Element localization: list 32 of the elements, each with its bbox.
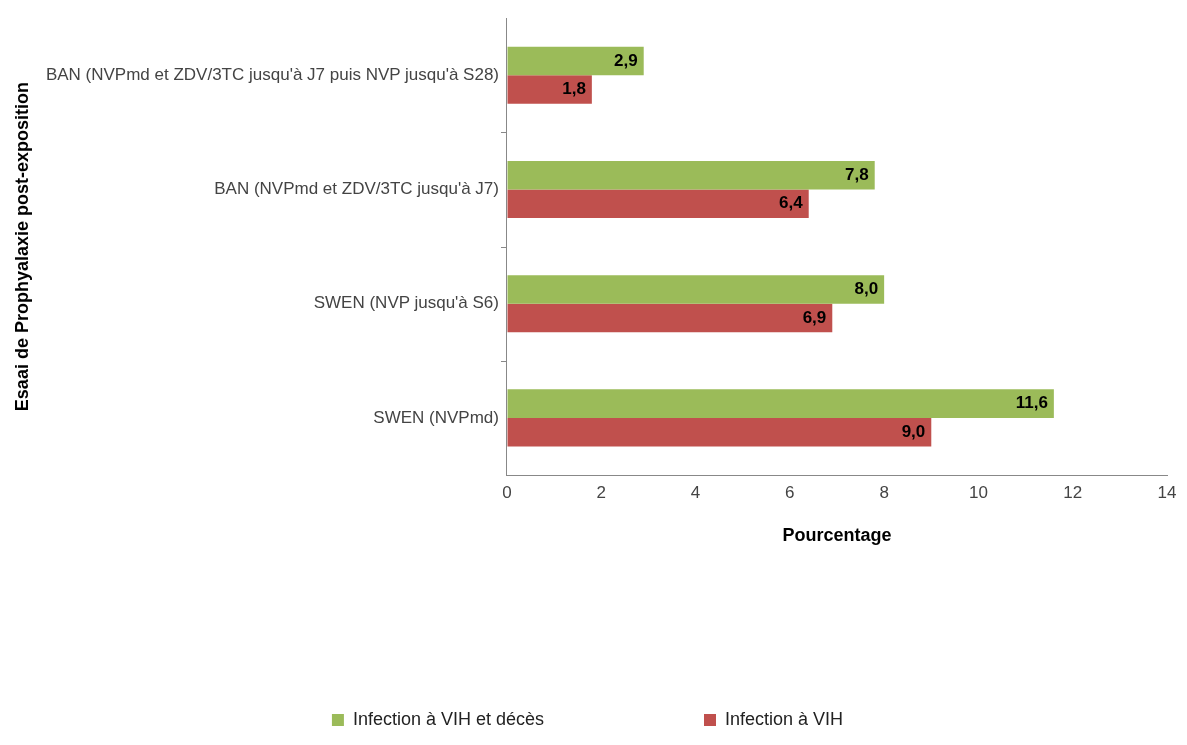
y-axis-title: Esaai de Prophyalaxie post-exposition (11, 82, 32, 412)
data-label: 6,9 (802, 307, 827, 327)
data-label: 6,4 (779, 193, 804, 213)
y-tick-label: BAN (NVPmd et ZDV/3TC jusqu'à J7 puis NVP jusqu'à S28) (45, 64, 499, 84)
bar (507, 303, 833, 333)
data-label: 9,0 (901, 421, 926, 441)
x-tick-label: 14 (1157, 482, 1177, 502)
x-tick-label: 10 (968, 482, 988, 502)
x-tick-label: 8 (879, 482, 889, 502)
y-tick-label: SWEN (NVPmd) (373, 407, 499, 427)
x-tick-label: 12 (1063, 482, 1083, 502)
bar (507, 46, 644, 76)
y-tick-label: BAN (NVPmd et ZDV/3TC jusqu'à J7) (214, 179, 499, 199)
bar (507, 75, 592, 104)
legend-label: Infection à VIH et décès (352, 708, 545, 729)
x-tick-label: 6 (785, 482, 795, 502)
x-tick-label: 2 (596, 482, 607, 502)
x-tick-label: 0 (502, 482, 512, 502)
bar (507, 160, 875, 190)
y-tick-label: SWEN (NVP jusqu'à S6) (313, 293, 499, 313)
data-label: 1,8 (562, 79, 586, 99)
bar (507, 389, 1054, 418)
data-label: 2,9 (614, 50, 638, 70)
bar (507, 417, 932, 447)
x-axis-title: Pourcentage (782, 525, 892, 546)
data-label: 8,0 (854, 279, 879, 299)
data-label: 11,6 (1015, 393, 1048, 413)
bar (507, 275, 885, 304)
data-label: 7,8 (845, 164, 869, 184)
legend-label: Infection à VIH (725, 708, 844, 729)
bar (507, 189, 809, 219)
x-tick-label: 4 (690, 482, 701, 502)
